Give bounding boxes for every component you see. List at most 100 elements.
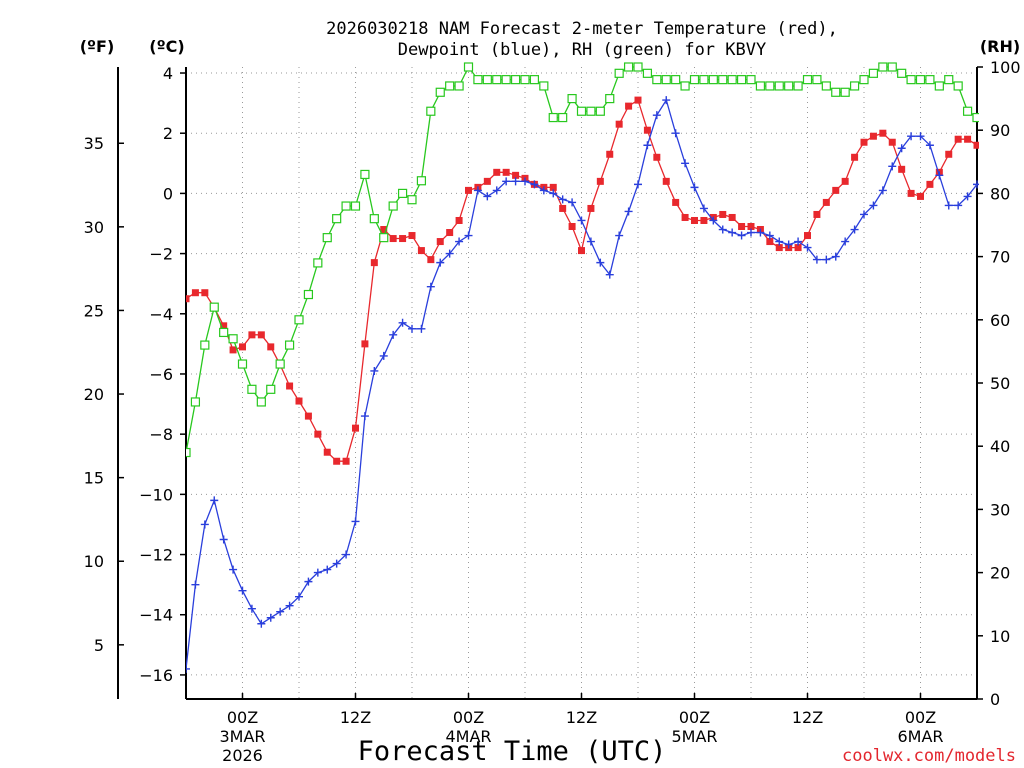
temperature-point [606,150,614,158]
temperature-point [775,244,783,252]
dewpoint-point [426,282,435,291]
rh-point [388,201,398,211]
dewpoint-point [191,580,200,589]
rh-tick-label: 80 [990,184,1010,203]
dewpoint-point [888,162,897,171]
rh-point [680,81,690,91]
rh-point [623,62,634,72]
rh-point [746,75,756,85]
temperature-point [191,289,199,297]
temperature-point [427,256,435,264]
temperature-point [964,135,972,143]
celsius-tick-label: −12 [139,546,173,565]
rh-point [765,81,775,91]
dewpoint-point [408,324,416,333]
rh-point [529,75,540,85]
rh-point [755,81,766,91]
temperature-point [587,204,595,212]
rh-point [906,75,916,85]
dewpoint-point [747,228,755,237]
rh-point [689,75,700,85]
dewpoint-point [219,535,228,544]
dewpoint-point [963,192,972,201]
temperature-point [728,213,736,221]
rh-point [793,81,803,91]
rh-point [802,75,813,85]
dewpoint-point [323,565,332,574]
dewpoint-point [389,330,398,339]
rh-point [868,68,879,78]
temperature-point [813,210,821,218]
fahrenheit-tick-label: 35 [84,134,104,153]
dewpoint-point [615,231,624,240]
temperature-point [634,96,642,104]
rh-point [219,327,229,338]
dewpoint-point [186,664,190,673]
temperature-point [323,448,331,456]
rh-point [548,112,558,123]
temperature-point [186,295,190,303]
temperature-point [286,382,294,390]
temperature-point [662,177,670,185]
rh-point [953,81,963,91]
dewpoint-point [511,177,520,186]
dewpoint-point [342,550,351,559]
temperature-point [455,216,463,224]
dewpoint-point [558,195,567,204]
temperature-point [851,153,859,161]
dewpoint-point [784,240,793,249]
rh-point [840,87,850,97]
dewpoint-point [831,252,840,261]
temperature-point [672,198,680,206]
rh-point [944,75,954,85]
temperature-point [502,168,510,176]
dewpoint-point [398,318,407,327]
dewpoint-point [841,237,850,246]
dewpoint-point [332,559,341,568]
dewpoint-point [954,201,963,210]
temperature-point [512,171,520,179]
x-tick-date: 6MAR [897,727,943,746]
rh-point [539,81,549,91]
temperature-point [257,331,265,339]
temperature-point [408,232,416,240]
series-temperature [186,96,979,465]
rh-point [614,68,624,78]
rh-tick-label: 90 [990,121,1010,140]
rh-line [186,65,978,453]
rh-point [369,214,379,224]
rh-point [190,397,201,407]
rh-point [186,447,191,458]
temperature-point [314,430,322,438]
dewpoint-point [370,366,379,375]
rh-point [303,289,314,300]
rh-point [237,359,248,369]
rh-point [859,75,869,85]
rh-point [416,176,427,186]
dewpoint-point [690,183,699,192]
temperature-point [361,340,369,348]
dewpoint-point [728,228,737,237]
temperature-point [700,216,708,224]
fahrenheit-tick-label: 20 [84,385,104,404]
dewpoint-point [238,586,247,595]
rh-point [849,81,860,91]
temperature-point [248,331,256,339]
rh-point [200,340,210,350]
dewpoint-point [304,577,313,586]
dewpoint-point [737,231,746,240]
temperature-point [399,235,407,243]
dewpoint-point [313,568,322,577]
rh-point [962,106,973,116]
rh-point [266,384,276,394]
dewpoint-point [483,192,492,201]
rh-point [887,62,897,72]
fahrenheit-tick-label: 5 [94,636,104,655]
temperature-point [267,343,275,351]
dewpoint-point [897,144,906,153]
temperature-point [973,141,979,149]
dewpoint-point [605,270,614,279]
rh-point [558,112,568,123]
dewpoint-point [803,243,812,252]
temperature-point [201,289,209,297]
